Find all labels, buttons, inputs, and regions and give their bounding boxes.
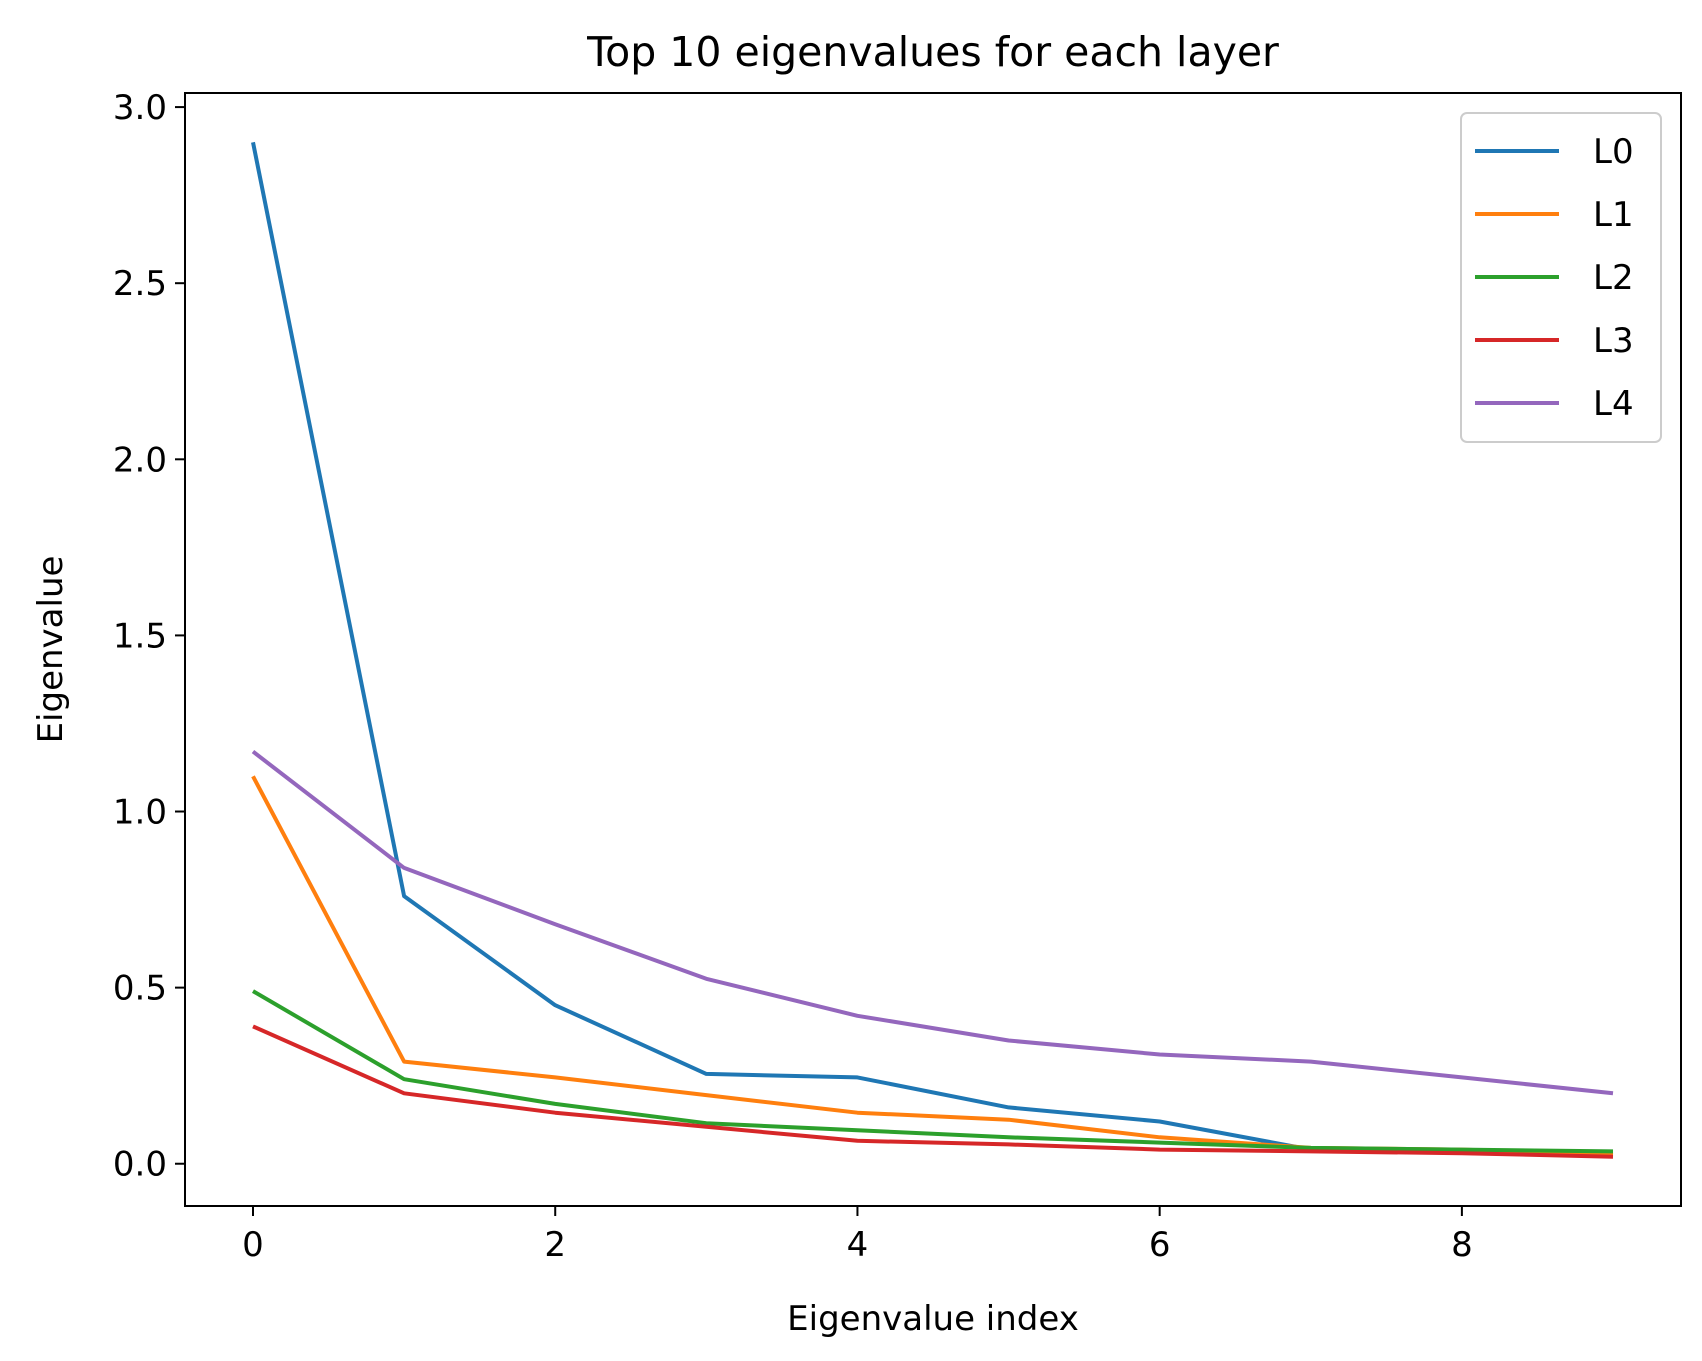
series-line-l3 [252, 1024, 1614, 1159]
plot-lines [251, 141, 1614, 1159]
y-tick-label: 0.0 [113, 1145, 167, 1185]
chart-title: Top 10 eigenvalues for each layer [586, 28, 1279, 76]
x-tick-label: 4 [847, 1225, 869, 1265]
legend-label-l0: L0 [1593, 132, 1634, 172]
legend-label-l2: L2 [1593, 258, 1634, 298]
y-axis-title: Eigenvalue [31, 556, 71, 744]
y-tick-label: 2.0 [113, 440, 167, 480]
legend: L0 L1 L2 L3 L4 [1460, 112, 1662, 443]
series-line-l2 [251, 989, 1614, 1154]
plot-frame [184, 92, 1682, 1207]
x-axis-title: Eigenvalue index [787, 1299, 1079, 1339]
x-tick-label: 6 [1149, 1225, 1171, 1265]
legend-label-l4: L4 [1593, 384, 1634, 424]
y-tick-label: 1.0 [113, 793, 167, 833]
x-axis: 0 2 4 6 8 [242, 1206, 1473, 1265]
x-tick-label: 2 [544, 1225, 566, 1265]
series-line-l0 [251, 141, 1614, 1156]
y-tick-label: 2.5 [113, 264, 167, 304]
x-tick-label: 0 [242, 1225, 264, 1265]
legend-box [1460, 112, 1662, 443]
legend-label-l1: L1 [1593, 195, 1634, 235]
y-tick-label: 3.0 [113, 88, 167, 128]
y-axis: 0.0 0.5 1.0 1.5 2.0 2.5 3.0 [113, 88, 185, 1185]
series-line-l4 [251, 750, 1614, 1096]
x-tick-label: 8 [1451, 1225, 1473, 1265]
legend-label-l3: L3 [1593, 321, 1634, 361]
y-tick-label: 0.5 [113, 969, 167, 1009]
y-tick-label: 1.5 [113, 616, 167, 656]
